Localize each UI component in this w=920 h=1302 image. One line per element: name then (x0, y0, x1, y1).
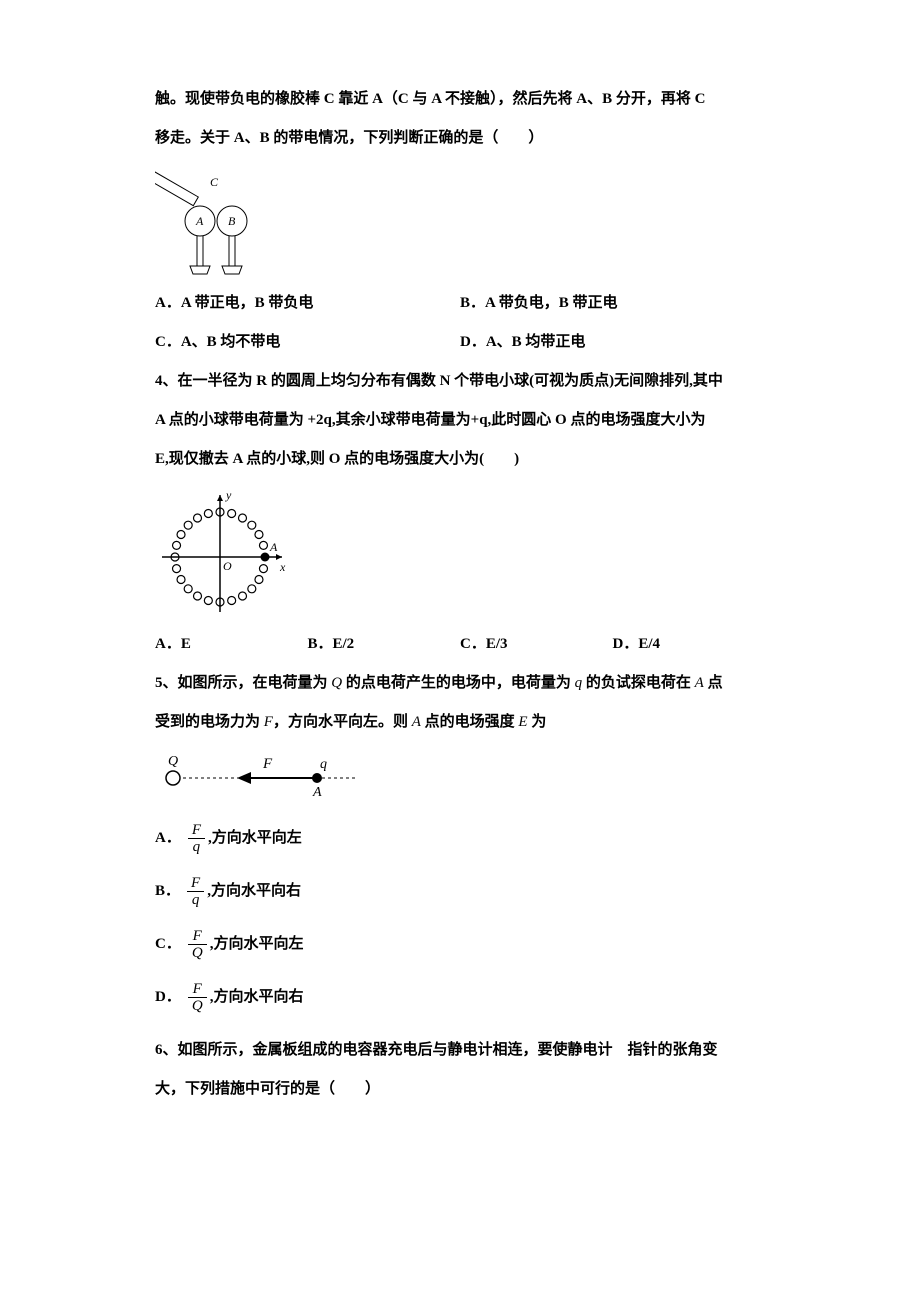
q4-line3: E,现仅撤去 A 点的小球,则 O 点的电场强度大小为( ) (155, 440, 765, 479)
svg-text:q: q (320, 757, 327, 772)
fig-label-a: A (195, 214, 204, 228)
q3-options-row1: A．A 带正电，B 带负电 B．A 带负电，B 带正电 (155, 284, 765, 323)
q4-line1: 4、在一半径为 R 的圆周上均匀分布有偶数 N 个带电小球(可视为质点)无间隙排… (155, 362, 765, 401)
q3-opt-a: A．A 带正电，B 带负电 (155, 284, 460, 323)
q3-opt-c: C．A、B 均不带电 (155, 323, 460, 362)
fig-label-c: C (210, 175, 219, 189)
q6-line2: 大，下列措施中可行的是（ ） (155, 1070, 765, 1109)
svg-text:x: x (279, 560, 286, 574)
q3-opt-d: D．A、B 均带正电 (460, 323, 765, 362)
q3-line1: 触。现使带负电的橡胶棒 C 靠近 A（C 与 A 不接触），然后先将 A、B 分… (155, 80, 765, 119)
q3-line2: 移走。关于 A、B 的带电情况，下列判断正确的是（ ） (155, 119, 765, 158)
q5-line2: 受到的电场力为 F，方向水平向左。则 A 点的电场强度 E 为 (155, 703, 765, 742)
q4-opt-d: D．E/4 (613, 625, 766, 664)
q4-opt-c: C．E/3 (460, 625, 613, 664)
q5-opt-a: A． Fq ,方向水平向左 (155, 819, 765, 858)
fig-label-b: B (228, 214, 236, 228)
q4-figure: x y O A (155, 487, 765, 617)
q3-options-row2: C．A、B 均不带电 D．A、B 均带正电 (155, 323, 765, 362)
q4-opt-b: B．E/2 (308, 625, 461, 664)
svg-text:A: A (269, 540, 278, 554)
q3-figure: C A B (155, 166, 765, 276)
svg-text:A: A (312, 785, 322, 800)
svg-text:Q: Q (168, 754, 178, 769)
svg-text:y: y (225, 488, 232, 502)
q3-opt-b: B．A 带负电，B 带正电 (460, 284, 765, 323)
q5-opt-c: C． FQ ,方向水平向左 (155, 925, 765, 964)
q5-figure: Q F q A (155, 750, 765, 805)
svg-text:F: F (262, 756, 273, 772)
q4-opt-a: A．E (155, 625, 308, 664)
q4-options: A．E B．E/2 C．E/3 D．E/4 (155, 625, 765, 664)
q6-line1: 6、如图所示，金属板组成的电容器充电后与静电计相连，要使静电计 指针的张角变 (155, 1031, 765, 1070)
q5-opt-b: B． Fq ,方向水平向右 (155, 872, 765, 911)
q5-line1: 5、如图所示，在电荷量为 Q 的点电荷产生的电场中，电荷量为 q 的负试探电荷在… (155, 664, 765, 703)
svg-text:O: O (223, 559, 232, 573)
q4-line2: A 点的小球带电荷量为 +2q,其余小球带电荷量为+q,此时圆心 O 点的电场强… (155, 401, 765, 440)
q5-opt-d: D． FQ ,方向水平向右 (155, 978, 765, 1017)
